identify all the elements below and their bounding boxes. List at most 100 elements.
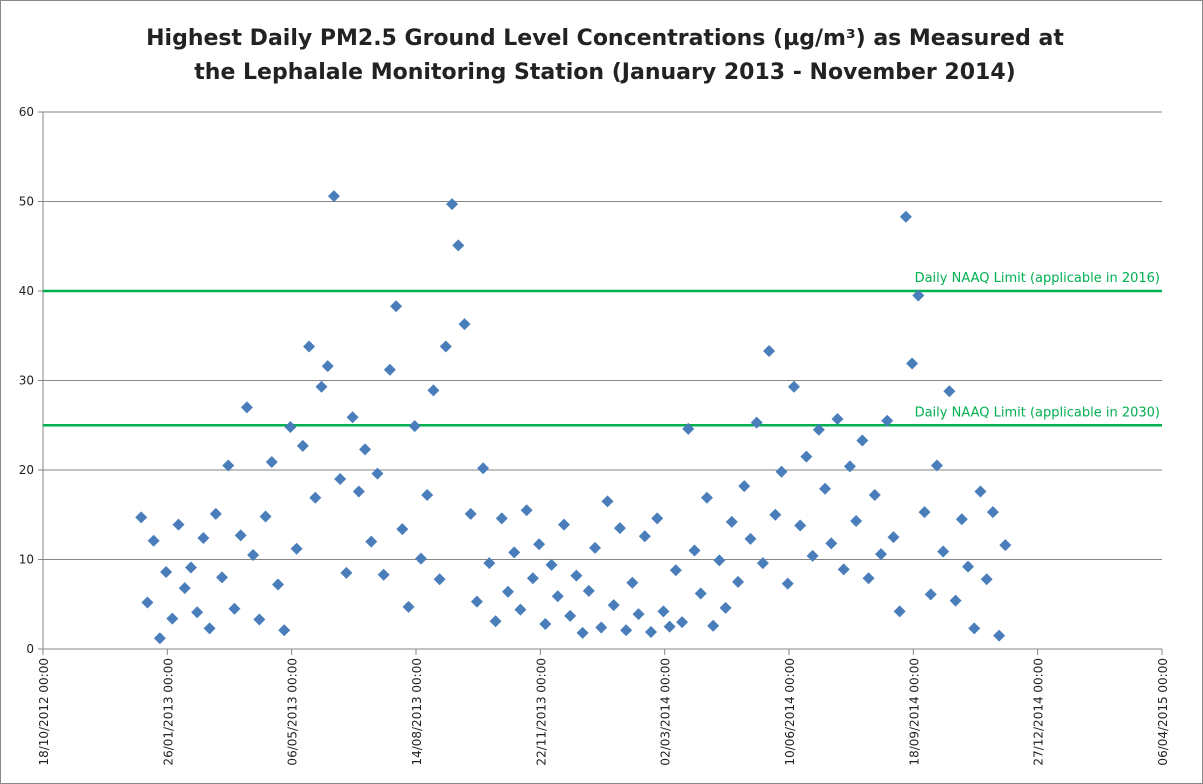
data-point (390, 300, 403, 313)
data-point (253, 613, 266, 626)
y-tick-label: 0 (26, 642, 34, 656)
data-point (732, 575, 745, 588)
data-point (862, 572, 875, 585)
data-point (160, 566, 173, 579)
data-point (856, 434, 869, 447)
data-point (216, 571, 229, 584)
data-point (271, 578, 284, 591)
data-point (495, 512, 508, 525)
data-point (383, 363, 396, 376)
data-point (303, 340, 316, 353)
data-point (875, 548, 888, 561)
data-point (787, 380, 800, 393)
data-point (663, 620, 676, 633)
data-point (439, 340, 452, 353)
data-point (595, 621, 608, 634)
data-point (365, 535, 378, 548)
x-tick-label: 18/10/2012 00:00 (37, 658, 51, 766)
data-point (414, 552, 427, 565)
x-tick-label: 14/08/2013 00:00 (410, 658, 424, 766)
data-point (551, 590, 564, 603)
data-point (228, 602, 241, 615)
data-point (470, 595, 483, 608)
data-point (570, 569, 583, 582)
data-point (564, 609, 577, 622)
data-point (359, 443, 372, 456)
data-point (184, 561, 197, 574)
data-point (265, 455, 278, 468)
y-tick-label: 60 (19, 105, 34, 119)
data-point (315, 380, 328, 393)
data-point (483, 557, 496, 570)
data-point (396, 523, 409, 536)
data-point (756, 557, 769, 570)
data-point (868, 489, 881, 502)
data-point (943, 385, 956, 398)
data-point (601, 495, 614, 508)
data-point (831, 412, 844, 425)
y-tick-label: 50 (19, 195, 34, 209)
data-point (290, 542, 303, 555)
data-point (626, 576, 639, 589)
data-point (738, 480, 751, 493)
data-point (912, 289, 925, 302)
data-point (197, 532, 210, 545)
data-point (819, 482, 832, 495)
data-point (321, 360, 334, 373)
data-point (657, 605, 670, 618)
data-point (327, 190, 340, 203)
data-point (980, 573, 993, 586)
data-point (763, 344, 776, 357)
data-point (539, 617, 552, 630)
data-point (837, 563, 850, 576)
data-point (352, 485, 365, 498)
data-point (713, 554, 726, 567)
data-point (296, 439, 309, 452)
y-tick-label: 40 (19, 284, 34, 298)
data-point (688, 544, 701, 557)
data-point (924, 588, 937, 601)
x-tick-label: 06/05/2013 00:00 (286, 658, 300, 766)
data-point (377, 568, 390, 581)
data-point (632, 608, 645, 621)
data-point (234, 529, 247, 542)
data-point (607, 599, 620, 612)
data-point (781, 577, 794, 590)
data-point (974, 485, 987, 498)
data-point (775, 465, 788, 478)
data-point (669, 564, 682, 577)
data-point (613, 522, 626, 535)
data-point (340, 566, 353, 579)
x-tick-label: 27/12/2014 00:00 (1032, 658, 1046, 766)
data-point (676, 616, 689, 629)
data-point (794, 519, 807, 532)
data-point (346, 411, 359, 424)
data-point (178, 582, 191, 595)
data-point (514, 603, 527, 616)
y-tick-label: 20 (19, 463, 34, 477)
x-tick-label: 18/09/2014 00:00 (907, 658, 921, 766)
data-point (725, 515, 738, 528)
reference-label: Daily NAAQ Limit (applicable in 2016) (915, 271, 1160, 286)
x-tick-label: 06/04/2015 00:00 (1156, 658, 1170, 766)
y-tick-label: 30 (19, 374, 34, 388)
data-point (962, 560, 975, 573)
data-point (489, 615, 502, 628)
data-point (651, 512, 664, 525)
data-point (700, 491, 713, 504)
data-point (557, 518, 570, 531)
data-point (458, 318, 471, 331)
data-point (402, 600, 415, 613)
data-point (508, 546, 521, 559)
data-point (812, 423, 825, 436)
data-point (427, 384, 440, 397)
data-point (850, 515, 863, 528)
x-tick-label: 10/06/2014 00:00 (783, 658, 797, 766)
data-point (719, 601, 732, 614)
data-point (638, 530, 651, 543)
data-point (694, 587, 707, 600)
data-point (881, 414, 894, 427)
data-point (520, 504, 533, 517)
data-point (589, 541, 602, 554)
